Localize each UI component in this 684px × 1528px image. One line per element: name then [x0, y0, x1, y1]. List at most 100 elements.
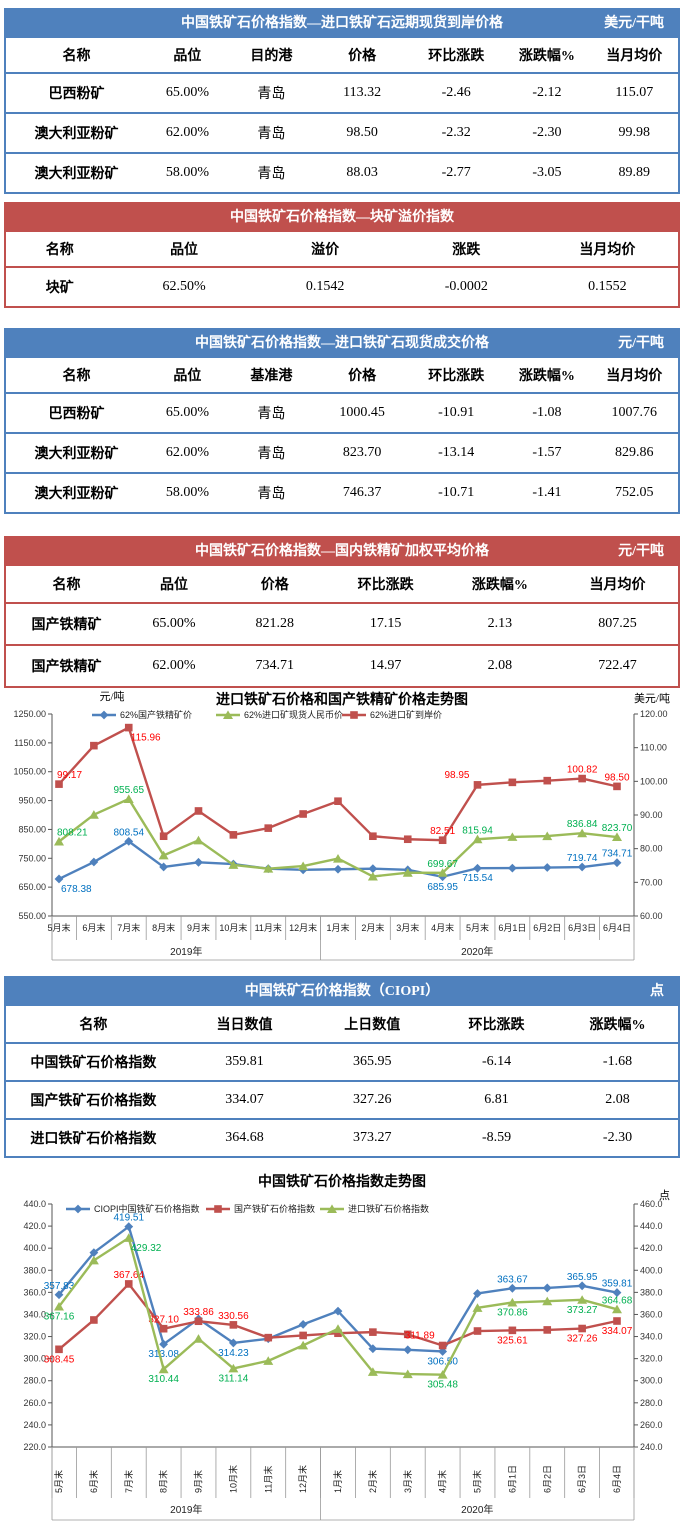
table-title: 中国铁矿石价格指数—国内铁精矿加权平均价格 — [195, 544, 489, 559]
value-cell: -2.77 — [409, 152, 504, 192]
data-point-label: 955.65 — [113, 785, 144, 796]
data-point-label: 419.51 — [113, 1213, 144, 1224]
year-group-label: 2019年 — [170, 1503, 202, 1516]
column-header: 名称 — [6, 232, 114, 268]
price-table: 名称 品位 溢价 涨跌 当月均价 块矿 62.50% 0.1542 -0.0002 0.1552 — [6, 232, 678, 306]
x-category-label: 5月末 — [466, 922, 489, 933]
x-category-label: 11月末 — [255, 922, 282, 933]
right-axis-tick-label: 420.0 — [640, 1243, 663, 1253]
table-import-spot-transaction-price: 中国铁矿石价格指数—进口铁矿石现货成交价格 元/干吨 名称 品位 基准港 价格 环比涨跌… — [4, 328, 680, 514]
x-category-label: 12月末 — [289, 922, 317, 933]
data-point-label: 699.67 — [427, 859, 458, 870]
value-cell: -10.71 — [409, 472, 504, 512]
table-row: 国产铁精矿 62.00% 734.71 14.97 2.08 722.47 — [6, 644, 678, 686]
chart-ore-price-trend: 进口铁矿石价格和国产铁精矿价格走势图 元/吨 美元/吨 1250.00 1150.00 1… — [0, 688, 684, 968]
value-cell: 6.81 — [436, 1080, 558, 1119]
chart-title: 进口铁矿石价格和国产铁精矿价格走势图 — [216, 691, 468, 708]
column-header: 溢价 — [254, 232, 396, 268]
table-header-row: 名称 品位 基准港 价格 环比涨跌 涨跌幅% 当月均价 — [6, 358, 678, 394]
value-cell: 17.15 — [369, 616, 402, 631]
data-point-label: 367.64 — [113, 1270, 144, 1281]
value-cell: -1.68 — [602, 1054, 633, 1069]
value-cell: 0.1542 — [305, 279, 345, 294]
column-header: 当月均价 — [536, 232, 678, 268]
data-point-label: 365.95 — [567, 1272, 598, 1283]
value-cell: 373.27 — [308, 1118, 437, 1156]
value-cell: 58.00% — [147, 472, 228, 512]
x-category-label: 9月末 — [187, 922, 210, 933]
left-axis-tick-label: 320.0 — [23, 1332, 46, 1342]
series-red-line: 99.17 115.96 82.51 98.95 100.82 98.50 — [55, 723, 630, 845]
data-point-label: 808.54 — [113, 827, 144, 838]
x-category-label: 6月末 — [88, 1470, 99, 1493]
right-axis-tick-label: 80.00 — [640, 844, 663, 854]
price-table: 名称 品位 价格 环比涨跌 涨跌幅% 当月均价 国产铁精矿 65.00% 821.28 17.15… — [6, 566, 678, 686]
x-category-label: 3月末 — [402, 1470, 413, 1493]
data-point-label: 330.56 — [218, 1311, 249, 1322]
value-cell: -1.08 — [532, 405, 562, 420]
right-axis-tick-label: 70.00 — [640, 877, 663, 887]
value-cell: 62.00% — [147, 112, 228, 153]
x-category-label: 2月末 — [361, 922, 384, 933]
table-title-bar: 中国铁矿石价格指数（CIOPI） 点 — [6, 978, 678, 1006]
data-point-label: 333.86 — [183, 1307, 214, 1318]
column-header: 价格 — [315, 358, 410, 394]
column-header: 上日数值 — [308, 1006, 437, 1044]
table-row: 澳大利亚粉矿 62.00% 青岛 823.70 -13.14 -1.57 829.86 — [6, 432, 678, 473]
chart-title: 中国铁矿石价格指数走势图 — [258, 1173, 426, 1190]
x-category-label: 5月末 — [53, 1470, 64, 1493]
row-name-cell: 国产铁精矿 — [6, 644, 127, 686]
column-header: 价格 — [221, 566, 329, 604]
data-point-label: 306.50 — [427, 1356, 458, 1367]
value-cell: 2.08 — [557, 1080, 678, 1119]
x-category-label: 6月3日 — [568, 923, 596, 933]
data-point-label: 373.27 — [567, 1305, 598, 1316]
value-cell: -13.14 — [409, 432, 504, 473]
value-cell: 359.81 — [225, 1054, 264, 1069]
data-point-label: 678.38 — [61, 884, 92, 895]
value-cell: 113.32 — [343, 85, 382, 100]
right-axis-tick-label: 340.0 — [640, 1332, 663, 1342]
right-axis-tick-label: 320.0 — [640, 1354, 663, 1364]
data-point-label: 311.89 — [405, 1331, 435, 1342]
left-axis-tick-label: 440.0 — [23, 1199, 46, 1209]
column-header: 名称 — [6, 358, 148, 394]
value-cell: -2.12 — [532, 85, 562, 100]
left-axis-tick-label: 340.0 — [23, 1309, 46, 1319]
x-category-label: 9月末 — [193, 1470, 204, 1493]
column-header: 当月均价 — [557, 566, 678, 604]
value-cell: 65.00% — [165, 85, 209, 100]
table-row: 块矿 62.50% 0.1542 -0.0002 0.1552 — [6, 267, 678, 306]
value-cell: 14.97 — [328, 644, 443, 686]
value-cell: 98.50 — [315, 112, 410, 153]
value-cell: 722.47 — [557, 644, 678, 686]
value-cell: 364.68 — [180, 1118, 309, 1156]
left-axis-tick-label: 260.0 — [23, 1398, 46, 1408]
x-category-label: 10月末 — [219, 922, 247, 933]
x-category-label: 6月3日 — [577, 1465, 587, 1493]
value-cell: 734.71 — [221, 644, 329, 686]
value-cell: -6.14 — [481, 1054, 512, 1069]
left-axis-tick-label: 550.00 — [18, 911, 46, 921]
x-category-label: 4月末 — [431, 922, 454, 933]
value-cell: 807.25 — [598, 616, 637, 631]
legend: 62%国产铁精矿价 62%进口矿现货人民币价 62%进口矿到岸价 — [92, 709, 442, 720]
value-cell: -1.41 — [503, 472, 591, 512]
value-cell: 青岛 — [227, 152, 316, 192]
data-point-label: 327.26 — [567, 1334, 598, 1345]
x-category-label: 1月末 — [326, 922, 349, 933]
data-point-label: 115.96 — [131, 733, 161, 744]
left-axis-tick-label: 280.0 — [23, 1376, 46, 1386]
table-row: 巴西粉矿 65.00% 青岛 1000.45 -10.91 -1.08 1007.76 — [6, 393, 678, 433]
value-cell: -2.30 — [557, 1118, 678, 1156]
data-point-label: 359.81 — [602, 1279, 633, 1290]
column-header: 环比涨跌 — [436, 1006, 558, 1044]
series-red-line: 308.45 367.64 327.10 333.86 330.56 311.89 325.… — [44, 1270, 633, 1365]
table-title-bar: 中国铁矿石价格指数—国内铁精矿加权平均价格 元/干吨 — [6, 538, 678, 566]
table-title: 中国铁矿石价格指数（CIOPI） — [244, 984, 440, 999]
table-domestic-concentrate-weighted-price: 中国铁矿石价格指数—国内铁精矿加权平均价格 元/干吨 名称 品位 价格 环比涨跌 涨跌幅… — [4, 536, 680, 688]
data-point-label: 98.50 — [604, 772, 629, 783]
x-category-label: 6月末 — [82, 922, 105, 933]
value-cell: 62.00% — [147, 432, 228, 473]
right-axis-tick-label: 100.00 — [640, 776, 668, 786]
